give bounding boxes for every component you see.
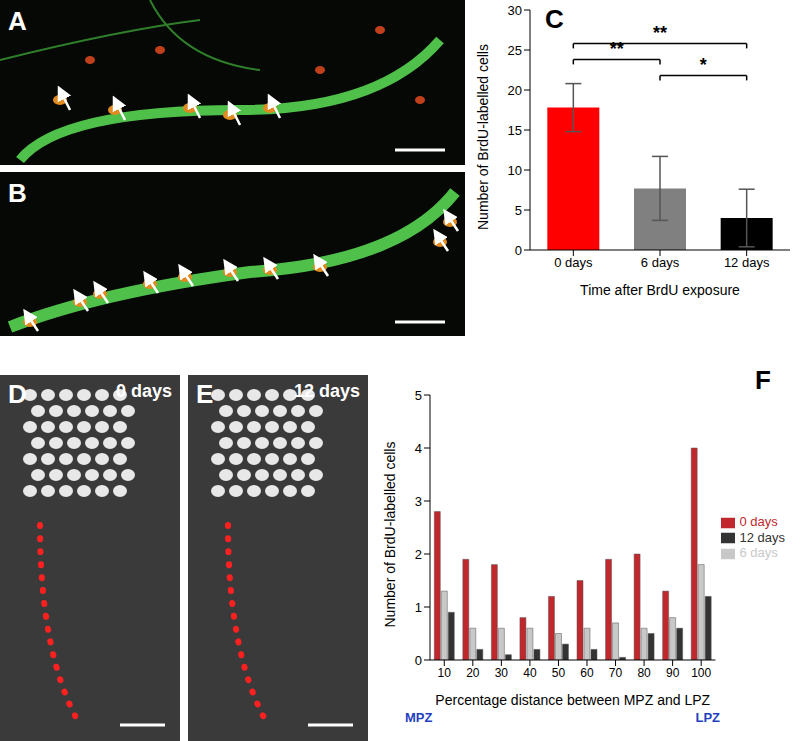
svg-text:**: ** [653, 23, 667, 43]
html-text:B: B [8, 178, 27, 208]
html-text:0 days: 0 days [739, 514, 778, 530]
svg-text:0 days: 0 days [554, 255, 593, 270]
html-text:A: A [8, 6, 27, 36]
svg-text:100: 100 [691, 666, 711, 680]
svg-text:Number of BrdU-labelled cells: Number of BrdU-labelled cells [475, 44, 491, 230]
svg-text:Percentage distance between MP: Percentage distance between MPZ and LPZ [435, 692, 710, 708]
svg-text:25: 25 [508, 43, 522, 58]
svg-text:4: 4 [415, 441, 422, 456]
html-text:6 days: 6 days [739, 545, 778, 561]
svg-text:1: 1 [415, 600, 422, 615]
html-text:MPZ: MPZ [405, 710, 433, 725]
svg-text:60: 60 [580, 666, 594, 680]
svg-text:30: 30 [508, 3, 522, 18]
html-text:LPZ: LPZ [695, 710, 720, 725]
html-text:E: E [196, 379, 214, 409]
svg-text:40: 40 [523, 666, 537, 680]
svg-text:2: 2 [415, 547, 422, 562]
svg-text:12 days: 12 days [724, 255, 770, 270]
html-text:F: F [755, 365, 771, 395]
svg-text:Time after BrdU exposure: Time after BrdU exposure [580, 282, 740, 298]
svg-text:70: 70 [609, 666, 623, 680]
svg-text:20: 20 [508, 83, 522, 98]
html-text:12 days: 12 days [739, 529, 785, 545]
svg-text:Number of BrdU-labelled cells: Number of BrdU-labelled cells [382, 442, 398, 628]
html-text:12 days: 12 days [293, 381, 360, 401]
svg-text:90: 90 [666, 666, 680, 680]
svg-text:15: 15 [508, 123, 522, 138]
svg-text:20: 20 [466, 666, 480, 680]
svg-text:6 days: 6 days [641, 255, 680, 270]
html-text:C: C [545, 4, 564, 34]
svg-text:50: 50 [552, 666, 566, 680]
svg-text:0: 0 [515, 243, 522, 258]
svg-text:*: * [700, 55, 707, 75]
svg-text:0: 0 [415, 653, 422, 668]
svg-text:30: 30 [495, 666, 509, 680]
svg-text:10: 10 [438, 666, 452, 680]
html-text:0 days: 0 days [116, 381, 172, 401]
svg-text:5: 5 [515, 203, 522, 218]
svg-text:10: 10 [508, 163, 522, 178]
svg-text:3: 3 [415, 494, 422, 509]
svg-text:5: 5 [415, 388, 422, 403]
svg-text:**: ** [610, 39, 624, 59]
svg-text:80: 80 [637, 666, 651, 680]
html-text:D: D [8, 379, 27, 409]
